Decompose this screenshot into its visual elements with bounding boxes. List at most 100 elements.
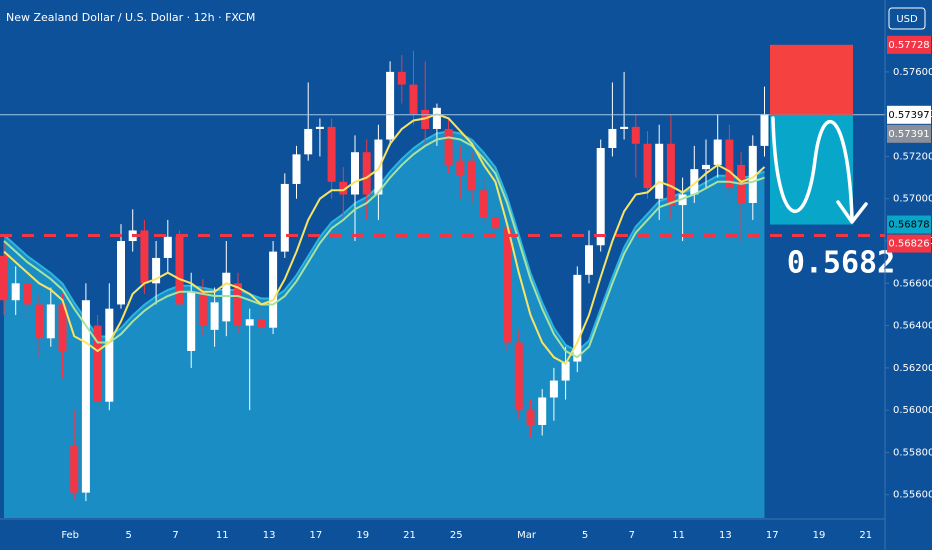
projection-arrow [771, 116, 854, 220]
candle-body [351, 152, 359, 195]
candle-body [561, 361, 570, 381]
y-tick-label: 0.56000 [893, 405, 932, 416]
candle-body [362, 152, 371, 195]
candle-body [175, 236, 184, 305]
price-label: 0.57397 [888, 110, 929, 121]
candle-body [269, 251, 278, 328]
candle-body [23, 283, 32, 305]
candle-body [655, 143, 664, 199]
arrow-head [836, 200, 868, 224]
candle-body [117, 241, 125, 305]
x-tick-label: 11 [672, 530, 685, 541]
y-tick-label: 0.57000 [893, 194, 932, 205]
candle-body [690, 169, 699, 195]
price-label: 0.56826 [888, 239, 929, 250]
candle-body [93, 325, 102, 402]
candle-body [409, 84, 418, 115]
currency[interactable]: USD [896, 14, 918, 25]
candle-body [666, 143, 675, 206]
candle-body [748, 145, 757, 203]
x-tick-label: Feb [61, 530, 79, 541]
currency-box[interactable] [888, 7, 926, 30]
tool-layer: 0.5682 [0, 44, 895, 281]
candle-body [140, 230, 149, 284]
candle-body [725, 139, 734, 189]
candle-body [46, 304, 55, 339]
y-tick-label: 0.55800 [893, 447, 932, 458]
price-label: 0.56878 [888, 220, 929, 231]
candle-body [152, 257, 161, 284]
x-tick-label: Mar [517, 530, 537, 541]
x-tick-label: 11 [216, 530, 229, 541]
candle-body [58, 304, 67, 351]
grid-layer [885, 71, 889, 496]
price-label-box [887, 105, 931, 124]
candle-body [11, 283, 20, 301]
candle-body [163, 236, 172, 258]
price-label-box [887, 234, 931, 253]
area-layer [3, 130, 765, 518]
candle-body [608, 128, 617, 148]
x-tick-label: 19 [813, 530, 826, 541]
label-layer: 0.55600 0.55800 0.56000 0.56200 0.56400 0.566… [61, 35, 932, 541]
chart-title: New Zealand Dollar / U.S. Dollar · 12h ·… [6, 11, 255, 24]
x-tick-label: 21 [403, 530, 416, 541]
candle-body [210, 302, 219, 330]
candle-body [596, 148, 605, 246]
x-tick-label: 13 [263, 530, 276, 541]
candle-body [222, 272, 231, 322]
candle-body [292, 154, 301, 184]
candle-body [327, 126, 336, 182]
candle-body [585, 245, 593, 275]
candle-body [386, 71, 395, 140]
candle-body [526, 410, 535, 425]
target-text: 0.5682 [787, 246, 895, 281]
candle-body [713, 139, 722, 165]
candle-body [549, 380, 558, 398]
candle-body [35, 304, 44, 339]
candle-body [280, 183, 289, 252]
x-tick-label: 7 [629, 530, 635, 541]
candle-body [187, 291, 196, 351]
overlay-layer [3, 113, 766, 366]
y-tick-label: 0.55600 [893, 490, 932, 501]
candle-body [702, 164, 710, 170]
stop-zone [770, 44, 853, 115]
x-tick-label: 25 [450, 530, 463, 541]
area-edge [3, 130, 765, 353]
candle-body [70, 446, 79, 493]
candle-body [315, 126, 324, 129]
candle-body [198, 291, 207, 326]
x-tick-label: 19 [356, 530, 369, 541]
candle-body [304, 128, 313, 155]
candle-body [514, 342, 523, 411]
candle-body [245, 319, 254, 326]
x-tick-label: 5 [582, 530, 588, 541]
x-tick-label: 5 [126, 530, 132, 541]
price-label: 0.57391 [888, 129, 929, 140]
candle-body [444, 128, 453, 165]
x-tick-label: 21 [859, 530, 872, 541]
candle-body [456, 160, 465, 176]
candle-body [620, 126, 629, 129]
candle-body [105, 308, 114, 402]
candle-body [538, 397, 547, 425]
price-label-box [887, 35, 931, 54]
candle-body [631, 126, 640, 144]
candle-body [234, 283, 242, 326]
candle-body [81, 300, 90, 493]
y-tick-label: 0.57200 [893, 151, 932, 162]
price-label-box [887, 215, 931, 234]
candle-body [397, 71, 406, 85]
x-tick-label: 17 [310, 530, 323, 541]
candle-body [479, 190, 488, 218]
candle-body [432, 107, 441, 129]
y-tick-label: 0.56600 [893, 278, 932, 289]
x-tick-label: 17 [766, 530, 779, 541]
candle-body [503, 228, 512, 343]
area [4, 131, 765, 518]
candle-body [643, 143, 652, 189]
candle-body [339, 181, 348, 195]
candle-body [678, 194, 687, 206]
